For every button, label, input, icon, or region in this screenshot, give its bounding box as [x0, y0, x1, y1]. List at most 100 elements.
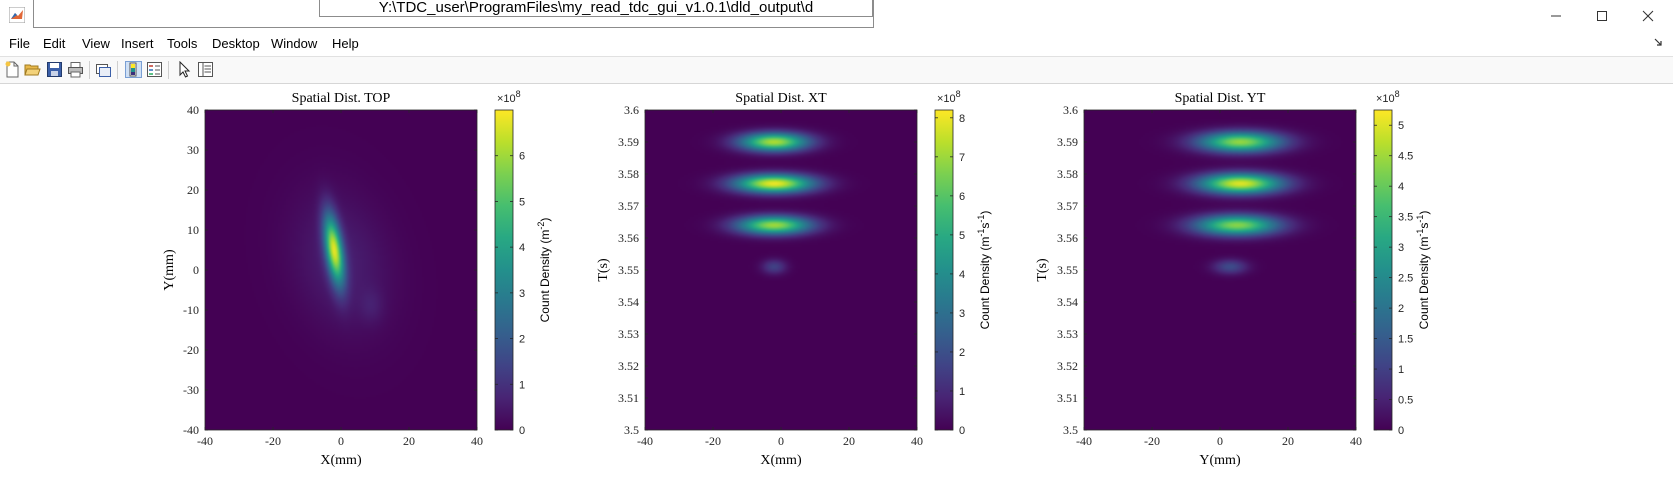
y-tick-label: 3.59	[618, 135, 639, 149]
y-tick-label: 3.54	[1057, 295, 1078, 309]
colorbar-label: Count Density (m-1s-1)	[1415, 211, 1431, 330]
x-tick-label: -40	[637, 434, 653, 448]
colorbar	[494, 109, 514, 431]
toolbar-separator	[89, 61, 90, 79]
colorbar-tick-label: 1	[959, 386, 965, 398]
chart-title: Spatial Dist. XT	[735, 91, 827, 106]
colorbar-tick-label: 8	[959, 113, 965, 125]
colorbar	[1373, 109, 1393, 431]
matlab-app-icon[interactable]	[9, 7, 25, 23]
minimize-icon	[1551, 15, 1561, 16]
colorbar-tick-label: 0	[519, 425, 525, 437]
colorbar-label: Count Density (m-1s-1)	[976, 211, 992, 330]
colorbar-tick-label: 0	[1398, 425, 1404, 437]
x-tick-label: -20	[1144, 434, 1160, 448]
link-plot-icon[interactable]	[95, 61, 112, 78]
menu-help[interactable]: Help	[332, 36, 359, 51]
y-tick-label: 3.59	[1057, 135, 1078, 149]
minimize-button[interactable]	[1533, 0, 1579, 31]
menu-file[interactable]: File	[9, 36, 30, 51]
y-tick-label: 3.56	[1057, 231, 1078, 245]
colorbar-tick-label: 3	[959, 308, 965, 320]
colorbar-tick-label: 5	[519, 196, 525, 208]
x-tick-label: -40	[197, 434, 213, 448]
figure-path-text: Y:\TDC_user\ProgramFiles\my_read_tdc_gui…	[319, 0, 873, 17]
title-bar: Y:\TDC_user\ProgramFiles\my_read_tdc_gui…	[0, 0, 1673, 31]
new-figure-icon[interactable]	[4, 61, 21, 78]
save-icon[interactable]	[46, 61, 63, 78]
colorbar-tick-label: 1	[1398, 364, 1404, 376]
colorbar-tick-label: 5	[959, 230, 965, 242]
y-tick-label: 3.53	[618, 327, 639, 341]
chart-yt[interactable]: Spatial Dist. YT-40 -20 0 20 403.53.513.523.…	[1035, 89, 1431, 468]
colorbar-tick-label: 0	[959, 425, 965, 437]
colorbar-tick-label: 4	[519, 242, 525, 254]
y-tick-label: 3.52	[618, 359, 639, 373]
y-axis-label: T(s)	[596, 258, 611, 282]
y-tick-label: 3.53	[1057, 327, 1078, 341]
maximize-button[interactable]	[1579, 0, 1625, 31]
y-tick-label: 3.6	[1063, 103, 1078, 117]
menu-view[interactable]: View	[82, 36, 110, 51]
y-tick-label: 20	[187, 183, 199, 197]
y-tick-label: 3.55	[618, 263, 639, 277]
y-tick-label: 10	[187, 223, 199, 237]
colorbar-tick-label: 0.5	[1398, 395, 1413, 407]
y-tick-label: 3.58	[1057, 167, 1078, 181]
colorbar-tick-label: 3.5	[1398, 212, 1413, 224]
x-tick-label: 0	[338, 434, 344, 448]
y-tick-label: 3.5	[624, 423, 639, 437]
chart-top[interactable]: Spatial Dist. TOP-40 -20 0 20 40-40-30-20-10…	[162, 89, 552, 468]
print-icon[interactable]	[67, 61, 84, 78]
close-icon	[1642, 10, 1654, 21]
y-tick-label: 3.6	[624, 103, 639, 117]
x-tick-label: 0	[1217, 434, 1223, 448]
y-tick-label: 3.57	[1057, 199, 1078, 213]
menu-window[interactable]: Window	[271, 36, 318, 51]
colorbar-tick-label: 2.5	[1398, 273, 1413, 285]
insert-colorbar-icon[interactable]	[125, 61, 142, 78]
y-tick-label: 3.56	[618, 231, 639, 245]
colorbar-tick-label: 2	[959, 347, 965, 359]
y-axis-label: Y(mm)	[162, 249, 177, 291]
heatmap-image	[645, 110, 917, 430]
property-inspector-icon[interactable]	[197, 61, 214, 78]
colorbar-tick-label: 3	[1398, 242, 1404, 254]
x-tick-label: -40	[1076, 434, 1092, 448]
edit-plot-icon[interactable]	[176, 61, 193, 78]
menu-bar: File Edit View Insert Tools Desktop Wind…	[0, 33, 1673, 55]
y-tick-label: 3.52	[1057, 359, 1078, 373]
close-button[interactable]	[1625, 0, 1671, 31]
y-tick-label: 3.51	[618, 391, 639, 405]
y-tick-label: -10	[183, 303, 199, 317]
menu-desktop[interactable]: Desktop	[212, 36, 260, 51]
insert-legend-icon[interactable]	[146, 61, 163, 78]
menu-tools[interactable]: Tools	[167, 36, 198, 51]
menu-edit[interactable]: Edit	[43, 36, 66, 51]
y-tick-label: -20	[183, 343, 199, 357]
x-tick-label: 40	[911, 434, 923, 448]
colorbar-label: Count Density (m-2)	[536, 218, 552, 323]
chart-xt[interactable]: Spatial Dist. XT-40 -20 0 20 403.53.513.523.…	[596, 89, 992, 468]
x-tick-label: -20	[265, 434, 281, 448]
x-tick-label: 20	[843, 434, 855, 448]
x-tick-label: 0	[778, 434, 784, 448]
colorbar-tick-label: 6	[959, 191, 965, 203]
colorbar-tick-label: 1	[519, 379, 525, 391]
dock-arrow-icon[interactable]	[1654, 38, 1663, 47]
x-tick-label: 40	[471, 434, 483, 448]
figure-canvas[interactable]: Spatial Dist. TOP-40 -20 0 20 40-40-30-20-10…	[0, 83, 1673, 504]
colorbar-exponent: ×108	[497, 89, 521, 105]
colorbar-tick-label: 1.5	[1398, 334, 1413, 346]
y-tick-label: -30	[183, 383, 199, 397]
open-icon[interactable]	[24, 61, 41, 78]
menu-insert[interactable]: Insert	[121, 36, 154, 51]
y-tick-label: 3.58	[618, 167, 639, 181]
y-tick-label: 3.5	[1063, 423, 1078, 437]
x-tick-label: -20	[705, 434, 721, 448]
heatmap-image	[205, 110, 477, 430]
y-tick-label: 3.55	[1057, 263, 1078, 277]
colorbar-tick-label: 7	[959, 152, 965, 164]
colorbar-tick-label: 6	[519, 151, 525, 163]
y-tick-label: 3.57	[618, 199, 639, 213]
